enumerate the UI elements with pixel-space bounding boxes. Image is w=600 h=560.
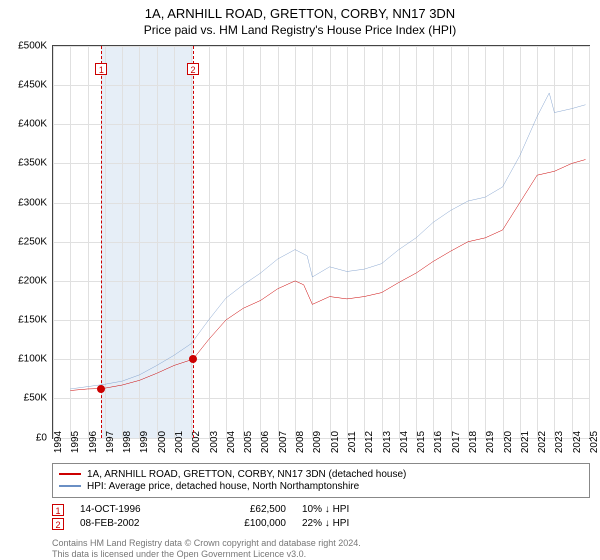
x-tick-label: 1998 xyxy=(122,430,133,452)
x-tick-label: 2003 xyxy=(209,430,220,452)
y-tick-label: £450K xyxy=(18,80,47,91)
sale-marker-2: 2 xyxy=(187,63,199,75)
y-tick-label: £200K xyxy=(18,275,47,286)
x-tick-label: 1999 xyxy=(139,430,150,452)
sale-badge-1: 1 xyxy=(52,504,64,516)
chart-area: £0£50K£100K£150K£200K£250K£300K£350K£400… xyxy=(52,45,590,459)
footnote: Contains HM Land Registry data © Crown c… xyxy=(52,538,590,560)
x-tick-label: 2011 xyxy=(347,431,358,453)
sale-date-2: 08-FEB-2002 xyxy=(80,518,190,529)
x-tick-label: 2015 xyxy=(416,430,427,452)
sale-date-1: 14-OCT-1996 xyxy=(80,504,190,515)
legend: 1A, ARNHILL ROAD, GRETTON, CORBY, NN17 3… xyxy=(52,463,590,498)
y-tick-label: £300K xyxy=(18,197,47,208)
chart-container: 1A, ARNHILL ROAD, GRETTON, CORBY, NN17 3… xyxy=(0,0,600,560)
x-tick-label: 2000 xyxy=(157,430,168,452)
x-tick-label: 2017 xyxy=(451,430,462,452)
legend-label-price-paid: 1A, ARNHILL ROAD, GRETTON, CORBY, NN17 3… xyxy=(87,469,406,480)
sale-delta-1: 10% ↓ HPI xyxy=(302,504,392,515)
sale-price-2: £100,000 xyxy=(206,518,286,529)
titles: 1A, ARNHILL ROAD, GRETTON, CORBY, NN17 3… xyxy=(0,0,600,37)
sale-delta-2: 22% ↓ HPI xyxy=(302,518,392,529)
y-tick-label: £0 xyxy=(36,432,47,443)
x-tick-label: 2010 xyxy=(330,430,341,452)
series-price_paid xyxy=(70,160,585,391)
sale-marker-1: 1 xyxy=(95,63,107,75)
legend-label-hpi: HPI: Average price, detached house, Nort… xyxy=(87,481,359,492)
chart-title: 1A, ARNHILL ROAD, GRETTON, CORBY, NN17 3… xyxy=(0,6,600,21)
plot-region: £0£50K£100K£150K£200K£250K£300K£350K£400… xyxy=(52,45,590,439)
y-tick-label: £500K xyxy=(18,41,47,52)
y-tick-label: £50K xyxy=(24,393,47,404)
x-tick-label: 2025 xyxy=(589,430,600,452)
y-tick-label: £250K xyxy=(18,236,47,247)
footnote-line-1: Contains HM Land Registry data © Crown c… xyxy=(52,538,590,549)
y-tick-label: £400K xyxy=(18,119,47,130)
x-tick-label: 2023 xyxy=(554,430,565,452)
x-tick-label: 2018 xyxy=(468,430,479,452)
x-tick-label: 2008 xyxy=(295,430,306,452)
chart-subtitle: Price paid vs. HM Land Registry's House … xyxy=(0,23,600,37)
x-tick-label: 2007 xyxy=(278,430,289,452)
legend-swatch-hpi xyxy=(59,485,81,487)
series-hpi xyxy=(70,93,585,389)
x-tick-label: 2009 xyxy=(312,430,323,452)
x-tick-label: 2019 xyxy=(485,430,496,452)
x-tick-label: 2005 xyxy=(243,430,254,452)
x-tick-label: 2006 xyxy=(260,430,271,452)
sale-row-2: 2 08-FEB-2002 £100,000 22% ↓ HPI xyxy=(52,518,590,530)
x-tick-label: 2024 xyxy=(572,430,583,452)
sale-row-1: 1 14-OCT-1996 £62,500 10% ↓ HPI xyxy=(52,504,590,516)
x-tick-label: 2021 xyxy=(520,430,531,452)
sales-list: 1 14-OCT-1996 £62,500 10% ↓ HPI 2 08-FEB… xyxy=(52,502,590,532)
footnote-line-2: This data is licensed under the Open Gov… xyxy=(52,549,590,560)
x-tick-label: 2016 xyxy=(433,430,444,452)
x-tick-label: 2014 xyxy=(399,430,410,452)
y-tick-label: £150K xyxy=(18,315,47,326)
y-tick-label: £100K xyxy=(18,354,47,365)
x-tick-label: 2013 xyxy=(382,430,393,452)
x-tick-label: 2022 xyxy=(537,430,548,452)
legend-swatch-price-paid xyxy=(59,473,81,475)
legend-row-price-paid: 1A, ARNHILL ROAD, GRETTON, CORBY, NN17 3… xyxy=(59,469,583,480)
x-tick-label: 2020 xyxy=(503,430,514,452)
x-tick-label: 1995 xyxy=(70,430,81,452)
x-tick-label: 2001 xyxy=(174,430,185,452)
x-tick-label: 1997 xyxy=(105,430,116,452)
sale-price-1: £62,500 xyxy=(206,504,286,515)
x-tick-label: 1996 xyxy=(88,430,99,452)
line-series-svg xyxy=(53,46,589,438)
x-tick-label: 2012 xyxy=(364,430,375,452)
y-tick-label: £350K xyxy=(18,158,47,169)
x-tick-label: 2004 xyxy=(226,430,237,452)
x-tick-label: 1994 xyxy=(53,430,64,452)
sale-badge-2: 2 xyxy=(52,518,64,530)
legend-row-hpi: HPI: Average price, detached house, Nort… xyxy=(59,481,583,492)
